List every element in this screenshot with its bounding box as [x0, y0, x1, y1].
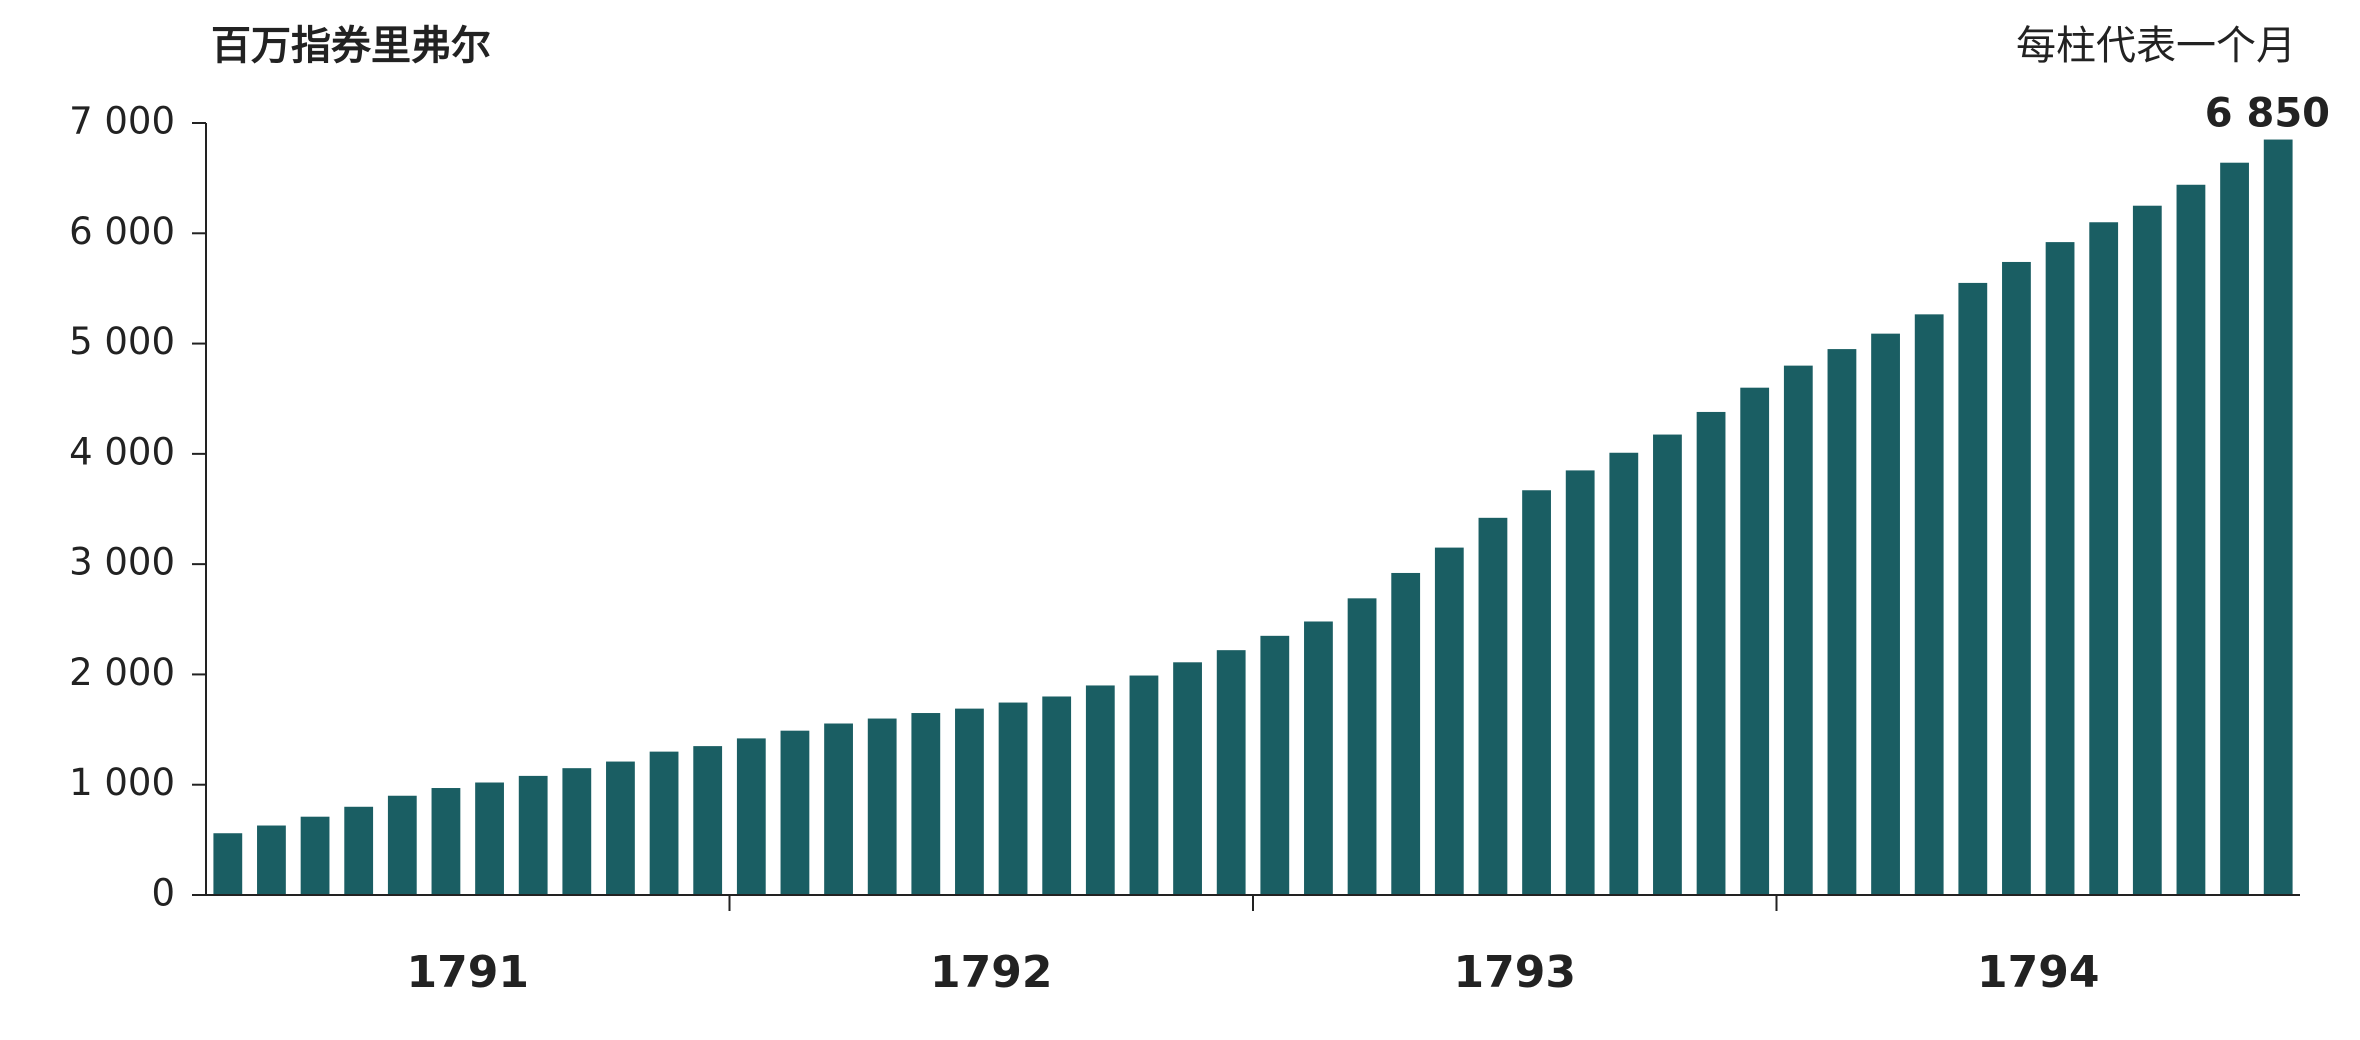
bar	[998, 702, 1028, 895]
y-tick-label: 4 000	[69, 430, 175, 473]
x-group-label: 1794	[1977, 947, 2099, 998]
bar	[300, 816, 330, 895]
bar	[867, 718, 897, 895]
bar	[1434, 547, 1464, 895]
y-tick-label: 7 000	[69, 100, 175, 143]
bar	[1347, 598, 1377, 895]
bar	[518, 775, 548, 895]
bar	[1958, 282, 1988, 895]
y-tick-label: 6 000	[69, 210, 175, 253]
bar	[911, 713, 941, 895]
bar	[213, 833, 243, 895]
y-tick-label: 5 000	[69, 320, 175, 363]
bar	[736, 738, 766, 895]
bar	[2176, 184, 2206, 895]
y-tick-label: 0	[151, 872, 175, 915]
y-tick-label: 2 000	[69, 651, 175, 694]
bar	[1391, 572, 1421, 895]
bar	[431, 788, 461, 895]
bar	[562, 768, 592, 895]
bar	[1871, 333, 1900, 895]
chart-subtitle: 每柱代表一个月	[2016, 23, 2296, 69]
bar	[2045, 242, 2075, 895]
bar	[1914, 314, 1944, 895]
bar	[1653, 434, 1682, 895]
value-label: 6 850	[2205, 91, 2330, 137]
bar	[344, 806, 374, 895]
bar	[955, 708, 984, 895]
y-tick-label: 1 000	[69, 761, 175, 804]
bar	[780, 730, 810, 895]
bar	[2263, 139, 2293, 896]
bar	[387, 795, 417, 895]
bar	[1827, 349, 1857, 896]
bar	[649, 751, 679, 895]
bar	[1522, 490, 1551, 895]
bar	[1173, 662, 1202, 895]
bar	[1085, 685, 1115, 895]
bar	[475, 782, 504, 895]
bar	[693, 746, 723, 895]
bar	[1129, 675, 1159, 895]
bar	[1042, 696, 1072, 895]
x-group-label: 1793	[1454, 947, 1576, 998]
bar	[1304, 621, 1333, 895]
bar	[257, 825, 286, 895]
bar	[1783, 365, 1813, 896]
bar	[1478, 517, 1508, 895]
chart-title: 百万指券里弗尔	[211, 23, 491, 69]
bar	[2220, 162, 2249, 895]
bar	[2002, 261, 2031, 896]
y-tick-label: 3 000	[69, 541, 175, 584]
x-group-label: 1792	[930, 947, 1052, 998]
bar	[824, 723, 853, 895]
bar	[2132, 205, 2162, 895]
bar	[1216, 650, 1246, 895]
x-group-label: 1791	[407, 947, 529, 998]
bar	[1260, 635, 1290, 895]
bar	[1609, 452, 1639, 895]
bar	[1740, 387, 1770, 895]
bar	[1696, 411, 1726, 895]
bar	[2089, 222, 2119, 895]
bar	[606, 761, 635, 895]
bar	[1565, 470, 1595, 895]
